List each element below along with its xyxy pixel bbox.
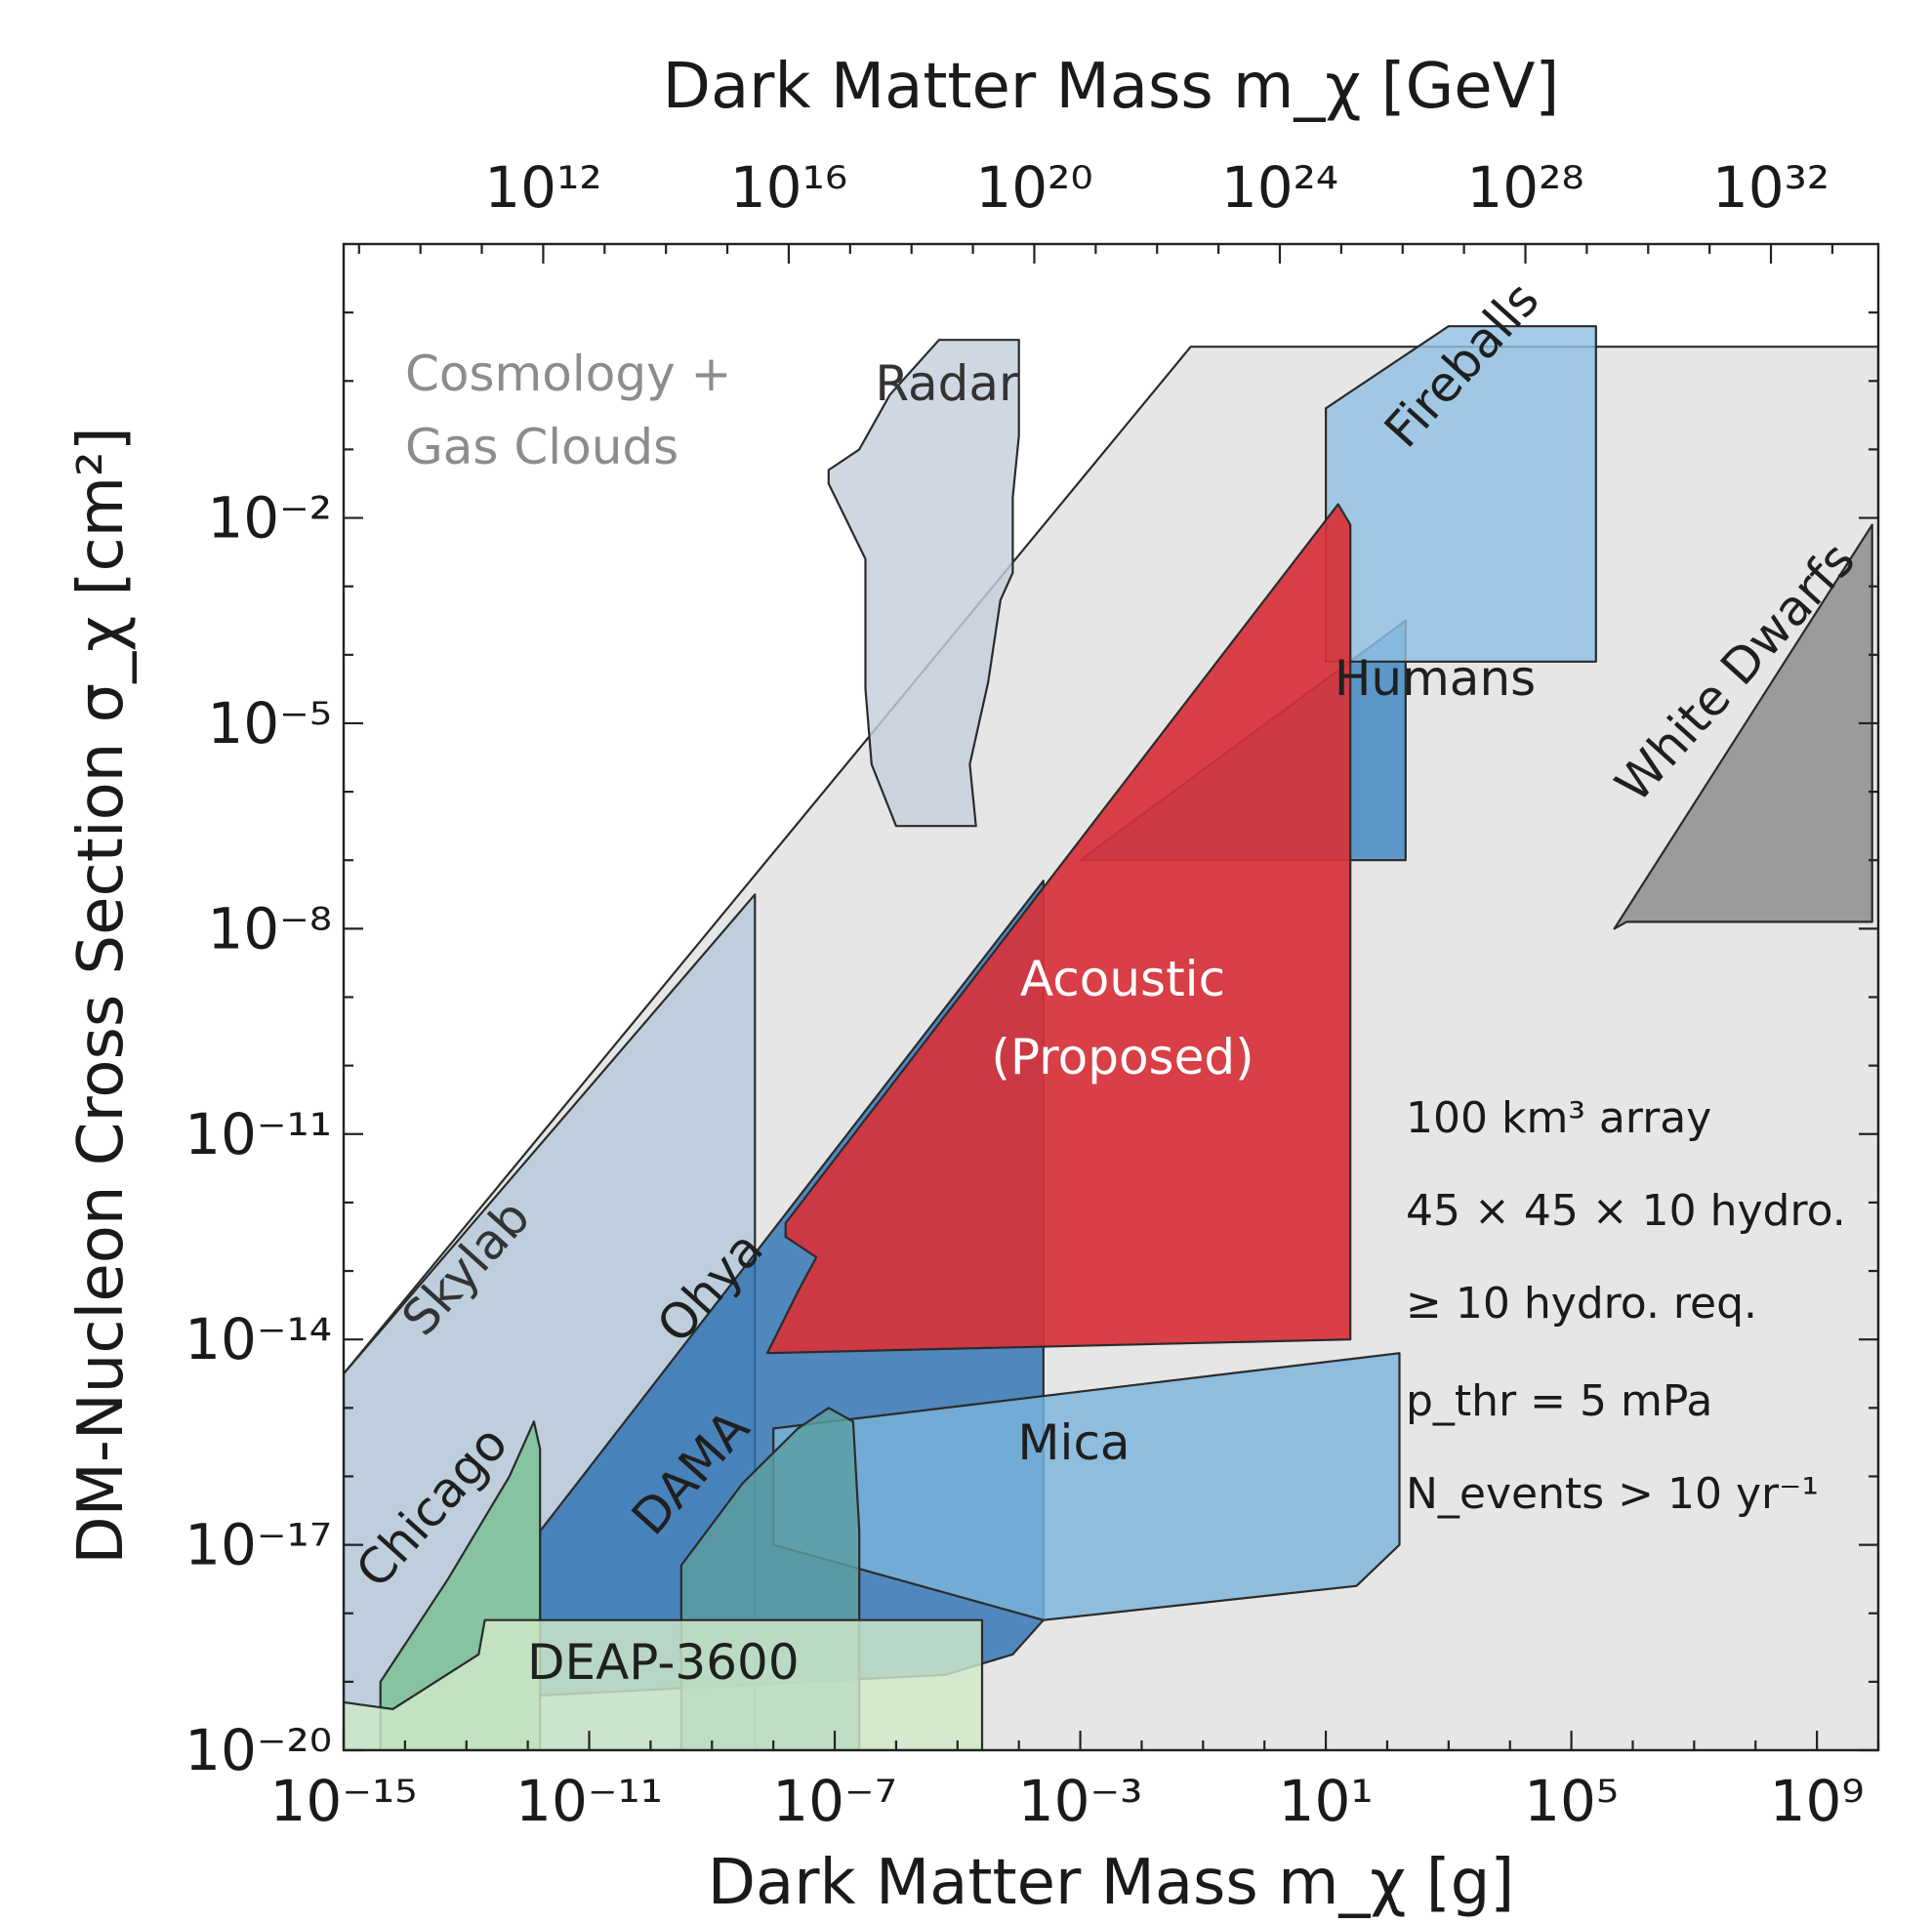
region-label-mica: Mica — [1017, 1414, 1130, 1471]
y-tick-label: 10⁻⁵ — [207, 690, 332, 757]
x-tick-label-bottom: 10⁻¹⁵ — [270, 1768, 418, 1834]
y-tick-label: 10⁻¹⁴ — [185, 1306, 332, 1372]
x-axis-title-top: Dark Matter Mass m_χ [GeV] — [663, 51, 1560, 123]
axis-titles: Dark Matter Mass m_χ [g] Dark Matter Mass… — [65, 51, 1559, 1919]
y-tick-label: 10⁻² — [207, 485, 332, 552]
region-label-line: Mica — [1017, 1414, 1130, 1471]
region-label-line: Gas Clouds — [405, 419, 678, 475]
x-tick-label-bottom: 10⁵ — [1524, 1768, 1619, 1834]
x-tick-label-bottom: 10¹ — [1279, 1768, 1374, 1834]
x-axis-title-bottom: Dark Matter Mass m_χ [g] — [708, 1847, 1515, 1919]
region-label-line: Radar — [875, 355, 1019, 412]
x-tick-label-bottom: 10⁻¹¹ — [515, 1768, 663, 1834]
axis-ticks — [342, 244, 1880, 1752]
region-label-line: Cosmology + — [405, 346, 731, 402]
x-tick-label-top: 10¹² — [484, 154, 601, 221]
x-tick-label-top: 10²⁴ — [1221, 154, 1338, 221]
y-tick-label: 10⁻⁸ — [207, 895, 332, 962]
tick-labels: 10⁻¹⁵ 10⁻¹¹ 10⁻⁷ 10⁻³ 10¹ 10⁵ 10⁹ 10¹² 10¹⁶ 10²⁰ 1… — [185, 154, 1865, 1834]
region-label-line: DEAP-3600 — [527, 1634, 800, 1691]
x-tick-label-top: 10²⁸ — [1466, 154, 1583, 221]
annotation-line: p_thr = 5 mPa — [1406, 1376, 1712, 1426]
y-tick-label: 10⁻¹⁷ — [185, 1512, 332, 1578]
y-tick-label: 10⁻²⁰ — [185, 1717, 332, 1783]
region-label-cosmology-gas-clouds: Cosmology + Gas Clouds — [405, 346, 731, 475]
region-label-line: Acoustic — [1020, 951, 1225, 1007]
annotation-line: ≥ 10 hydro. req. — [1406, 1279, 1757, 1329]
annotation-line: 100 km³ array — [1406, 1093, 1711, 1143]
region-label-deap-3600: DEAP-3600 — [527, 1634, 800, 1691]
x-tick-label-bottom: 10⁻⁷ — [772, 1768, 897, 1834]
region-white-dwarfs — [1613, 523, 1873, 930]
region-radar — [827, 339, 1020, 828]
region-label-radar: Radar — [875, 355, 1019, 412]
y-tick-label: 10⁻¹¹ — [185, 1101, 332, 1167]
x-tick-label-bottom: 10⁻³ — [1018, 1768, 1143, 1834]
annotation-line: N_events > 10 yr⁻¹ — [1406, 1469, 1819, 1519]
region-label-humans: Humans — [1335, 650, 1536, 707]
x-tick-label-bottom: 10⁹ — [1770, 1768, 1865, 1834]
detector-annotations: 100 km³ array 45 × 45 × 10 hydro. ≥ 10 hyd… — [1406, 1093, 1846, 1519]
annotation-line: 45 × 45 × 10 hydro. — [1406, 1186, 1846, 1236]
y-axis-title: DM-Nucleon Cross Section σ_χ [cm²] — [65, 427, 138, 1564]
region-deap-3600 — [344, 1618, 984, 1750]
x-tick-label-top: 10²⁰ — [975, 154, 1092, 221]
region-label-line: Humans — [1335, 650, 1536, 707]
x-tick-label-top: 10¹⁶ — [730, 154, 847, 221]
constraint-regions — [344, 325, 1878, 1750]
region-acoustic-proposed — [765, 503, 1352, 1355]
region-label-acoustic-proposed: Acoustic (Proposed) — [991, 951, 1254, 1085]
x-tick-label-top: 10³² — [1712, 154, 1829, 221]
region-label-line: (Proposed) — [991, 1029, 1254, 1085]
